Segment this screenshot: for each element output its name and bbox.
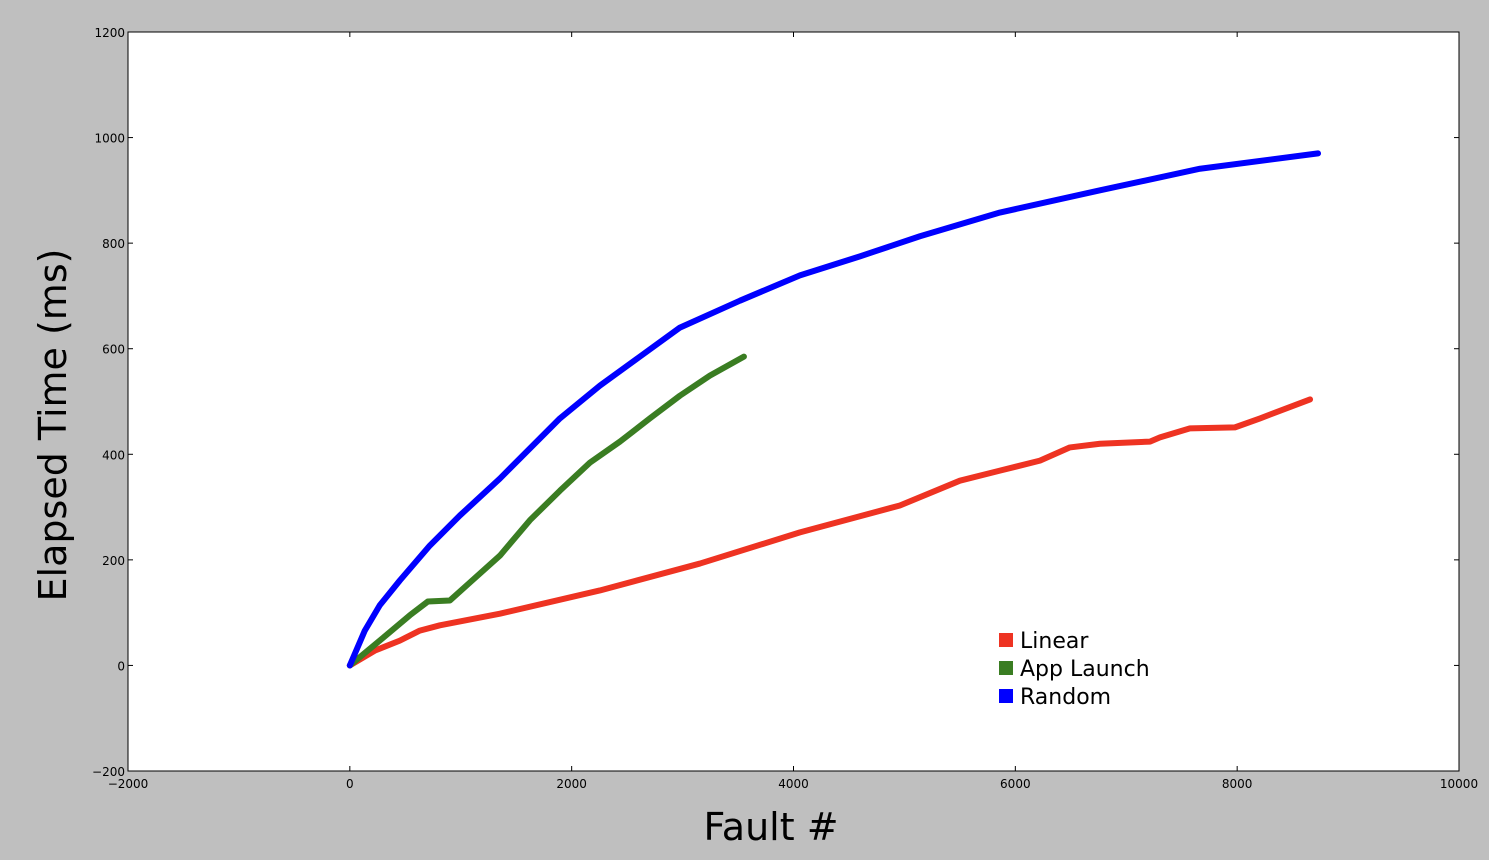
series-line-app-launch <box>346 353 747 669</box>
y-tick-label: 800 <box>102 237 125 251</box>
x-tick-label: −2000 <box>108 777 149 791</box>
x-tick-label: 2000 <box>556 777 587 791</box>
y-tick-label: 400 <box>102 448 125 462</box>
y-axis-label: Elapsed Time (ms) <box>31 249 75 602</box>
x-axis-label: Fault # <box>703 805 838 849</box>
x-tick-label: 10000 <box>1440 777 1478 791</box>
series-line-linear <box>346 396 1314 669</box>
legend-label: Random <box>1020 685 1111 710</box>
legend-swatch <box>999 661 1013 675</box>
y-tick-label: −200 <box>92 765 125 779</box>
series-line-random <box>346 150 1322 669</box>
y-tick-label: 200 <box>102 554 125 568</box>
legend-swatch <box>999 633 1013 647</box>
plot-area <box>127 31 1460 772</box>
y-tick-label: 1200 <box>94 26 125 40</box>
x-tick-label: 8000 <box>1222 777 1253 791</box>
legend-label: App Launch <box>1020 657 1150 682</box>
x-tick-label: 6000 <box>1000 777 1031 791</box>
x-tick-label: 0 <box>346 777 354 791</box>
legend-label: Linear <box>1020 629 1089 654</box>
legend-swatch <box>999 689 1013 703</box>
legend: Linear App Launch Random <box>999 629 1150 710</box>
y-tick-label: 0 <box>117 659 125 673</box>
x-tick-label: 4000 <box>778 777 809 791</box>
y-tick-label: 1000 <box>94 132 125 146</box>
y-tick-label: 600 <box>102 343 125 357</box>
